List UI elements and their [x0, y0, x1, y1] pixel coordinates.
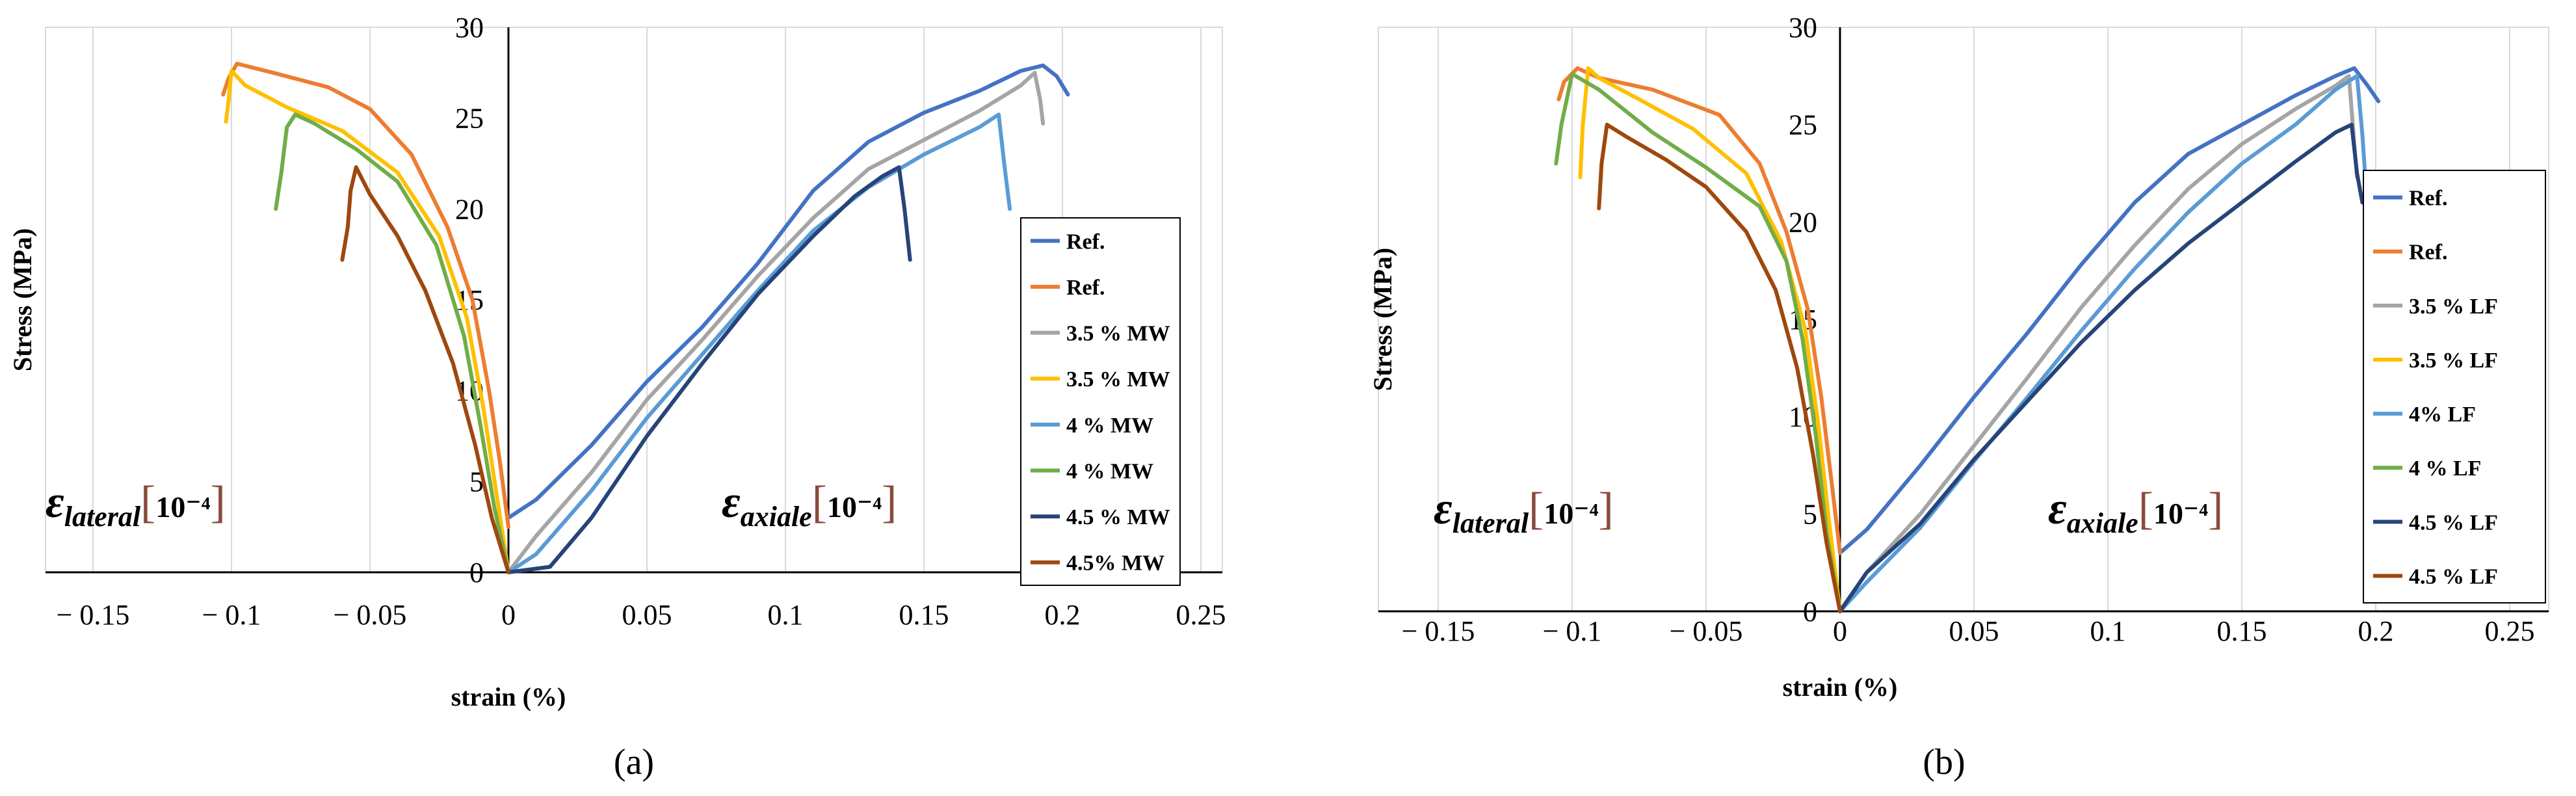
x-tick-label: − 0.15 [1402, 615, 1475, 647]
legend-label: 4 % LF [2409, 457, 2481, 481]
epsilon-lateral-label: εlateral[10⁻⁴] [46, 477, 226, 533]
epsilon-symbol: ε [722, 477, 741, 527]
series-line [506, 165, 912, 574]
panel-label: (b) [1923, 742, 1965, 782]
series-line [1838, 66, 2381, 555]
x-tick-label: 0.1 [768, 599, 804, 631]
epsilon-axial-label: εaxiale[10⁻⁴] [722, 477, 897, 533]
epsilon-axial-label: εaxiale[10⁻⁴] [2048, 484, 2223, 539]
series-line [224, 69, 510, 574]
y-tick-label: 0 [1803, 596, 1817, 628]
legend-label: 4.5 % MW [1066, 505, 1170, 529]
legend-label: 4.5 % LF [2409, 564, 2498, 589]
series-line [221, 61, 510, 529]
legend-label: 3.5 % LF [2409, 295, 2498, 319]
epsilon-sub: axiale [741, 501, 812, 533]
y-tick-label: 30 [1789, 12, 1817, 44]
series-line [1838, 122, 2365, 613]
epsilon-lb: [ [2138, 484, 2153, 534]
y-tick-label: 5 [1803, 498, 1817, 530]
epsilon-symbol: ε [1434, 484, 1452, 534]
legend-label: Ref. [1066, 276, 1105, 300]
epsilon-lb: [ [1529, 484, 1544, 534]
series-line [506, 63, 1070, 520]
x-tick-label: − 0.1 [1543, 615, 1602, 647]
x-axis-title: strain (%) [1783, 672, 1898, 702]
y-tick-label: 30 [455, 12, 484, 44]
y-axis-title: Stress (MPa) [8, 228, 37, 371]
epsilon-lateral-label: εlateral[10⁻⁴] [1434, 484, 1614, 539]
x-tick-label: 0.2 [1045, 599, 1081, 631]
y-tick-label: 20 [1789, 206, 1817, 238]
y-tick-label: 25 [1789, 109, 1817, 141]
x-tick-label: 0.25 [1176, 599, 1226, 631]
legend-label: 3.5 % MW [1066, 322, 1170, 346]
y-tick-label: 0 [469, 557, 484, 589]
legend-label: 4% LF [2409, 403, 2476, 427]
legend-label: Ref. [2409, 241, 2447, 265]
epsilon-exponent: 10⁻⁴ [1544, 497, 1598, 530]
legend-label: 3.5 % MW [1066, 367, 1170, 391]
epsilon-symbol: ε [46, 477, 64, 527]
epsilon-symbol: ε [2048, 484, 2067, 534]
legend: Ref. Ref. 3.5 % MW 3.5 % MW 4 % MW 4 % MW 4.5 … [1020, 217, 1181, 586]
legend: Ref. Ref. 3.5 % LF 3.5 % LF 4% LF 4 % LF 4.5 %… [2363, 170, 2546, 604]
panel-label: (a) [614, 742, 654, 782]
series-line [1557, 66, 1842, 555]
series-line [340, 165, 510, 574]
epsilon-lb: [ [140, 477, 155, 527]
x-tick-label: 0.15 [2217, 615, 2267, 647]
epsilon-exponent: 10⁻⁴ [2153, 497, 2208, 530]
series-line [1838, 73, 2359, 613]
legend-box [1020, 217, 1181, 586]
epsilon-sub: lateral [1452, 507, 1529, 539]
x-tick-label: 0.1 [2090, 615, 2126, 647]
series-line [1838, 73, 2367, 613]
legend-label: 4 % MW [1066, 459, 1153, 483]
legend-label: Ref. [2409, 187, 2447, 211]
x-tick-label: 0 [1833, 615, 1847, 647]
series-line [506, 70, 1045, 574]
x-tick-label: 0.2 [2358, 615, 2394, 647]
epsilon-rb: ] [882, 477, 897, 527]
epsilon-lb: [ [812, 477, 827, 527]
x-tick-label: 0.05 [1949, 615, 1999, 647]
legend-label: 3.5 % LF [2409, 349, 2498, 373]
epsilon-rb: ] [1598, 484, 1613, 534]
y-axis-title: Stress (MPa) [1368, 248, 1397, 391]
y-tick-label: 25 [455, 103, 484, 135]
legend-box [2363, 170, 2546, 604]
x-axis-title: strain (%) [451, 682, 566, 711]
x-tick-label: − 0.1 [202, 599, 261, 631]
x-tick-label: − 0.15 [57, 599, 130, 631]
epsilon-exponent: 10⁻⁴ [827, 490, 882, 524]
x-tick-label: − 0.05 [334, 599, 407, 631]
series-line [506, 113, 1012, 574]
series-line [1597, 122, 1842, 613]
x-tick-label: 0.15 [899, 599, 949, 631]
legend-label: 4 % MW [1066, 414, 1153, 438]
epsilon-rb: ] [2208, 484, 2223, 534]
legend-label: 4.5% MW [1066, 551, 1164, 576]
epsilon-rb: ] [210, 477, 225, 527]
legend-label: Ref. [1066, 230, 1105, 254]
epsilon-sub: axiale [2067, 507, 2138, 539]
x-tick-label: 0.25 [2485, 615, 2535, 647]
x-tick-label: − 0.05 [1670, 615, 1743, 647]
epsilon-exponent: 10⁻⁴ [155, 490, 210, 524]
series-line [1578, 66, 1842, 613]
epsilon-sub: lateral [64, 501, 141, 533]
series-line [1554, 72, 1842, 613]
x-tick-label: 0.05 [622, 599, 672, 631]
series-line [274, 113, 510, 574]
x-tick-label: 0 [501, 599, 516, 631]
legend-label: 4.5 % LF [2409, 511, 2498, 535]
y-tick-label: 20 [455, 193, 484, 225]
